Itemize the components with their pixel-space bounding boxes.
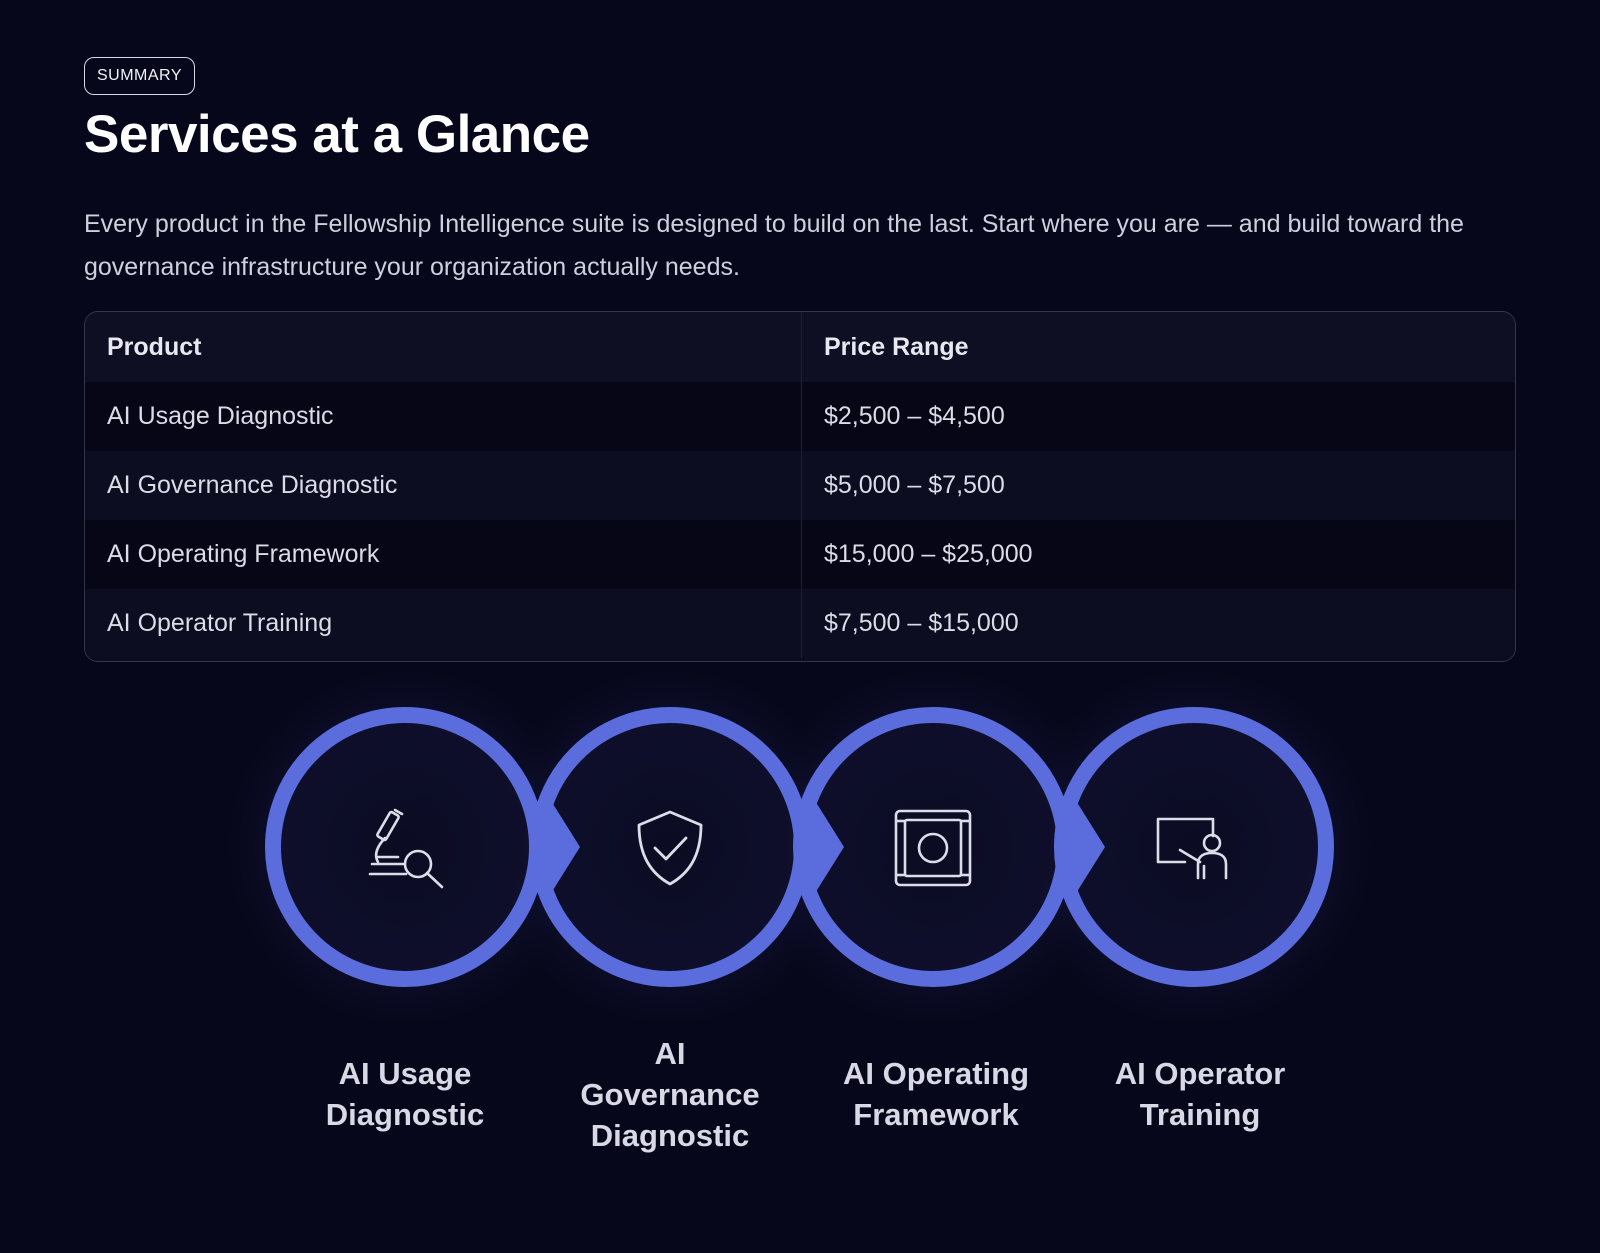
product-cell: AI Operating Framework bbox=[85, 520, 802, 589]
presenter-icon bbox=[1156, 817, 1228, 880]
price-cell: $15,000 – $25,000 bbox=[801, 520, 1515, 589]
table-row: AI Governance Diagnostic $5,000 – $7,500 bbox=[85, 451, 1515, 520]
step-label-4: AI Operator Training bbox=[1090, 1053, 1310, 1135]
shield-check-icon bbox=[637, 810, 703, 886]
intro-paragraph: Every product in the Fellowship Intellig… bbox=[84, 210, 1464, 281]
product-cell: AI Operator Training bbox=[85, 589, 802, 658]
ring-step-4 bbox=[1054, 707, 1334, 987]
step-label-2: AI Governance Diagnostic bbox=[560, 1033, 780, 1156]
price-cell: $7,500 – $15,000 bbox=[801, 589, 1515, 658]
step-labels: AI Usage Diagnostic AI Governance Diagno… bbox=[0, 1030, 1600, 1210]
step-label-line: Governance bbox=[580, 1077, 760, 1112]
arrow-connector-1 bbox=[538, 796, 580, 898]
step-label-line: Diagnostic bbox=[590, 1118, 750, 1153]
step-label-1: AI Usage Diagnostic bbox=[295, 1053, 515, 1135]
services-table: Product Price Range AI Usage Diagnostic … bbox=[84, 311, 1516, 662]
step-label-line: Framework bbox=[853, 1097, 1019, 1132]
microscope-icon bbox=[368, 808, 444, 889]
column-header-price-range: Price Range bbox=[801, 312, 1515, 382]
table-row: AI Usage Diagnostic $2,500 – $4,500 bbox=[85, 382, 1515, 451]
service-progression-diagram bbox=[215, 670, 1384, 1030]
step-label-line: AI Usage bbox=[338, 1056, 472, 1091]
arrow-connector-3 bbox=[1063, 796, 1105, 898]
price-cell: $5,000 – $7,500 bbox=[801, 451, 1515, 520]
step-label-line: AI bbox=[654, 1036, 686, 1071]
step-label-line: AI Operating bbox=[842, 1056, 1029, 1091]
summary-badge: SUMMARY bbox=[84, 57, 195, 95]
page-title: Services at a Glance bbox=[84, 105, 590, 164]
column-header-product: Product bbox=[85, 312, 802, 382]
ring-step-1 bbox=[265, 707, 545, 987]
step-label-3: AI Operating Framework bbox=[826, 1053, 1046, 1135]
framework-icon bbox=[894, 809, 972, 887]
price-cell: $2,500 – $4,500 bbox=[801, 382, 1515, 451]
table-row: AI Operating Framework $15,000 – $25,000 bbox=[85, 520, 1515, 589]
arrow-connector-2 bbox=[802, 796, 844, 898]
step-label-line: AI Operator bbox=[1114, 1056, 1286, 1091]
product-cell: AI Usage Diagnostic bbox=[85, 382, 802, 451]
step-label-line: Training bbox=[1139, 1097, 1261, 1132]
step-label-line: Diagnostic bbox=[325, 1097, 485, 1132]
product-cell: AI Governance Diagnostic bbox=[85, 451, 802, 520]
table-header-row: Product Price Range bbox=[85, 312, 1515, 382]
table-row: AI Operator Training $7,500 – $15,000 bbox=[85, 589, 1515, 658]
